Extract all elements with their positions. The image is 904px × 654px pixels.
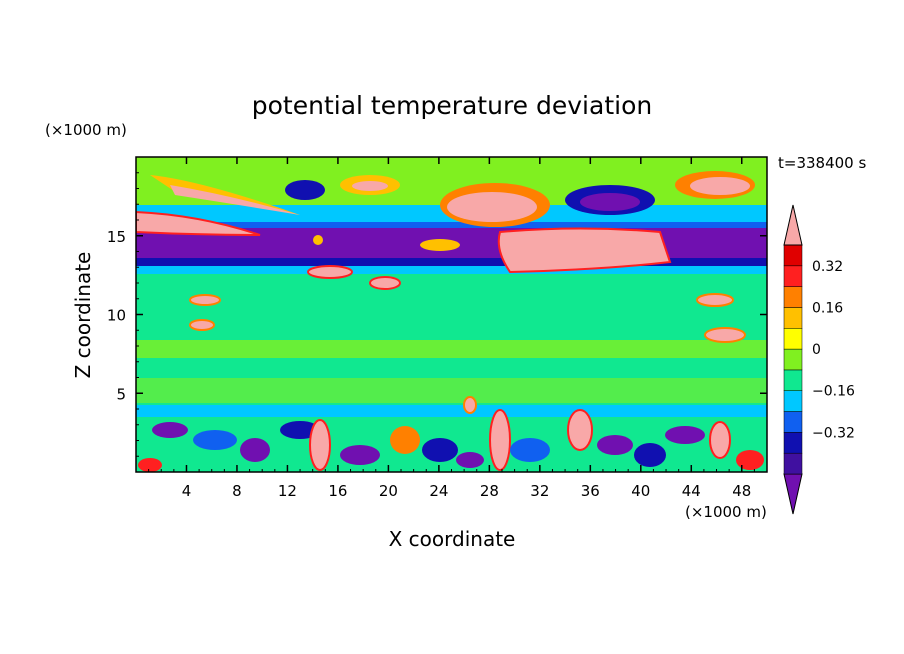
mid-green-band <box>136 340 767 358</box>
colorbar-box <box>783 390 803 412</box>
colorbar-box <box>783 307 803 329</box>
x-axis-title: X coordinate <box>389 527 516 551</box>
cold-blob <box>285 180 325 200</box>
x-tick-label: 20 <box>379 482 398 500</box>
x-tick-label: 28 <box>480 482 499 500</box>
x-tick-label: 32 <box>530 482 549 500</box>
colorbar-box <box>783 452 803 475</box>
warm-blob <box>447 192 537 222</box>
low-green-band <box>136 378 767 403</box>
colorbar-box <box>783 328 803 350</box>
colorbar-extend-high <box>783 204 803 246</box>
mid-patch <box>189 294 221 306</box>
warm-patch <box>369 276 401 290</box>
cyan-layer <box>136 405 767 417</box>
x-tick-label: 12 <box>278 482 297 500</box>
warm-patch <box>307 265 353 279</box>
colorbar-box <box>783 432 803 454</box>
heatmap-field <box>136 157 767 472</box>
warm-patch <box>136 210 261 236</box>
x-tick-label: 36 <box>581 482 600 500</box>
colorbar-label: 0 <box>812 342 821 358</box>
y-axis-title: Z coordinate <box>71 252 95 379</box>
mid-patch <box>704 327 746 343</box>
warm-patch <box>497 227 672 274</box>
warm-blob <box>170 185 300 215</box>
x-tick-label: 48 <box>732 482 751 500</box>
chart-title: potential temperature deviation <box>252 91 652 120</box>
colorbar-box <box>783 411 803 433</box>
colorbar-label: 0.16 <box>812 300 843 316</box>
warm-blob <box>690 177 750 195</box>
warm-patch <box>420 239 460 251</box>
warm-patch <box>313 235 323 245</box>
mid-patch <box>189 319 215 331</box>
colorbar-extend-low <box>783 473 803 515</box>
warm-blob <box>352 181 388 191</box>
cyan-band <box>136 266 767 274</box>
navy-band <box>136 258 767 266</box>
colorbar-box <box>783 265 803 287</box>
turbulence <box>138 396 764 472</box>
colorbar-label: −0.16 <box>812 384 855 400</box>
y-unit-label: (×1000 m) <box>45 121 127 139</box>
x-tick-label: 8 <box>232 482 242 500</box>
x-axis: 4 8 12 16 20 24 28 32 36 40 44 48 <box>148 157 755 500</box>
y-tick-label: 15 <box>107 228 126 246</box>
colorbar-box <box>783 369 803 391</box>
y-axis: 5 10 15 <box>107 172 767 457</box>
y-tick-label: 10 <box>107 307 126 325</box>
x-tick-label: 16 <box>328 482 347 500</box>
colorbar-box <box>783 244 803 267</box>
colorbar-label: −0.32 <box>812 425 855 441</box>
colorbar: 0.32 0.16 0 −0.16 −0.32 <box>783 204 855 515</box>
colorbar-label: 0.32 <box>812 259 843 275</box>
mid-patch <box>696 293 734 307</box>
y-tick-label: 5 <box>116 385 126 403</box>
time-label: t=338400 s <box>778 154 866 172</box>
cold-blob <box>580 193 640 211</box>
colorbar-box <box>783 286 803 308</box>
x-tick-label: 44 <box>682 482 701 500</box>
x-tick-label: 24 <box>429 482 448 500</box>
x-unit-label: (×1000 m) <box>685 503 767 521</box>
x-tick-label: 40 <box>631 482 650 500</box>
x-tick-label: 4 <box>182 482 192 500</box>
colorbar-box <box>783 348 803 371</box>
